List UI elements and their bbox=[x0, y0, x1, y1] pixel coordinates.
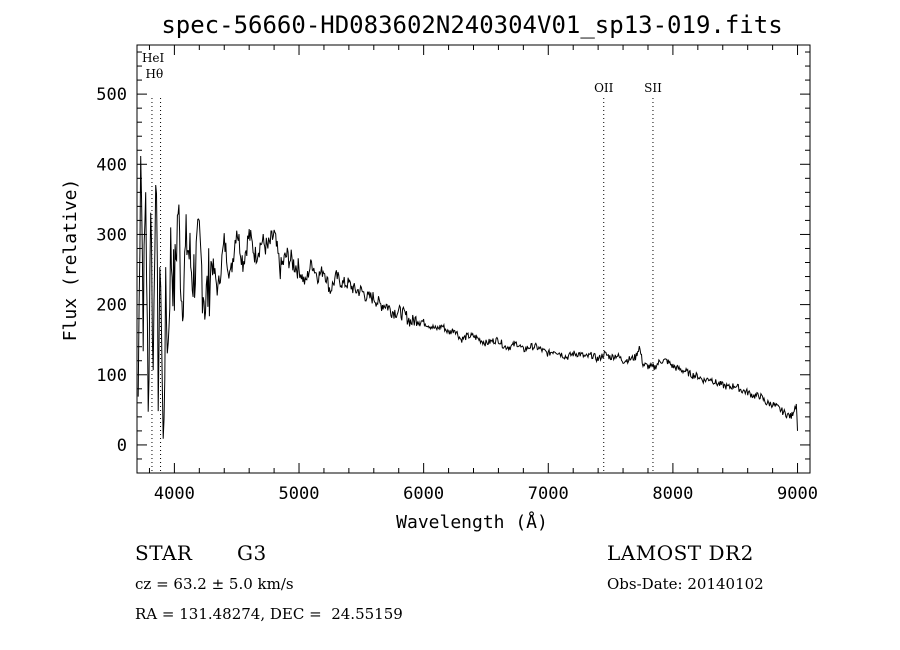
y-tick-label: 100 bbox=[96, 366, 127, 386]
marker-label: HeI bbox=[142, 51, 165, 65]
y-tick-label: 200 bbox=[96, 296, 127, 316]
y-tick-label: 300 bbox=[96, 225, 127, 245]
y-axis-ticks: 0 100 200 300 400 500 bbox=[96, 51, 810, 460]
x-tick-label: 8000 bbox=[652, 484, 693, 504]
y-axis-label: Flux (relative) bbox=[60, 179, 81, 342]
object-subclass: G3 bbox=[237, 541, 267, 565]
x-tick-label: 5000 bbox=[279, 484, 320, 504]
coordinates: RA = 131.48274, DEC = 24.55159 bbox=[135, 605, 403, 623]
y-tick-label: 500 bbox=[96, 85, 127, 105]
x-tick-label: 9000 bbox=[777, 484, 818, 504]
x-axis-label: Wavelength (Å) bbox=[396, 511, 548, 533]
plot-frame bbox=[136, 44, 811, 474]
spectrum-series-line bbox=[137, 155, 798, 439]
x-tick-label: 7000 bbox=[528, 484, 569, 504]
emission-line-markers: HeI Hθ OII SII bbox=[142, 51, 662, 473]
marker-label: OII bbox=[594, 81, 614, 95]
object-type: STAR bbox=[135, 541, 193, 565]
survey-name: LAMOST DR2 bbox=[607, 541, 754, 565]
marker-label: SII bbox=[644, 81, 662, 95]
y-tick-label: 400 bbox=[96, 155, 127, 175]
x-tick-label: 6000 bbox=[403, 484, 444, 504]
y-tick-label: 0 bbox=[117, 436, 127, 456]
marker-label: Hθ bbox=[146, 67, 164, 81]
chart-title: spec-56660-HD083602N240304V01_sp13-019.f… bbox=[161, 11, 782, 39]
observation-date: Obs-Date: 20140102 bbox=[607, 575, 764, 593]
x-tick-label: 4000 bbox=[154, 484, 195, 504]
plot-title: spec-56660-HD083602N240304V01_sp13-019.f… bbox=[161, 11, 782, 39]
x-axis-ticks: 4000 5000 6000 7000 8000 9000 bbox=[148, 45, 818, 504]
redshift-velocity: cz = 63.2 ± 5.0 km/s bbox=[135, 575, 294, 593]
